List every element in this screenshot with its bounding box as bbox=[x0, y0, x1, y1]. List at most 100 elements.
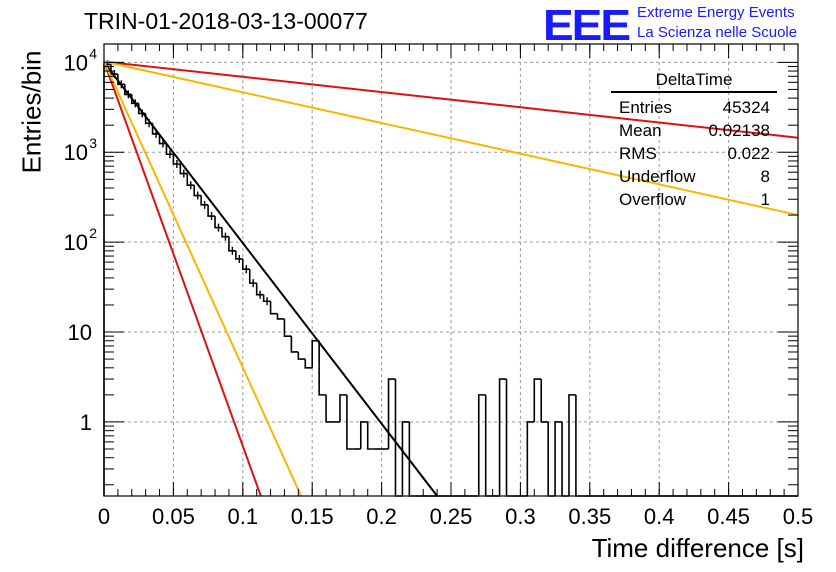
stats-value: 0.022 bbox=[727, 144, 770, 163]
histogram-bin bbox=[339, 394, 347, 422]
axis-ticks bbox=[103, 44, 799, 496]
histogram-bin bbox=[498, 378, 507, 496]
x-tick-label: 0.15 bbox=[291, 504, 334, 529]
stats-label: RMS bbox=[619, 144, 657, 163]
x-axis-title: Time difference [s] bbox=[591, 533, 804, 563]
tick-labels: 0 0.05 0.1 0.15 0.2 0.25 0.3 0.35 0.4 0.45 0.5 1 10 1… bbox=[64, 45, 814, 529]
histogram-bin bbox=[228, 236, 236, 252]
histogram-bin bbox=[248, 269, 257, 284]
histogram-bin bbox=[255, 283, 264, 296]
stats-value: 45324 bbox=[722, 98, 770, 117]
stats-value: 8 bbox=[760, 167, 770, 186]
stats-label: Mean bbox=[619, 121, 662, 140]
histogram-bin bbox=[311, 339, 320, 368]
stats-row: Mean 0.02138 bbox=[611, 119, 777, 142]
histogram-bin bbox=[561, 421, 569, 497]
x-tick-label: 0.3 bbox=[505, 504, 536, 529]
histogram-bin bbox=[103, 63, 111, 496]
histogram-bin bbox=[575, 394, 583, 497]
x-tick-label: 0.4 bbox=[644, 504, 675, 529]
histogram-bin bbox=[179, 164, 188, 175]
histogram-bin bbox=[533, 378, 542, 422]
y-tick-label: 10 bbox=[64, 50, 88, 75]
histogram-bin bbox=[269, 301, 278, 315]
grid bbox=[104, 44, 798, 496]
x-tick-label: 0 bbox=[98, 504, 110, 529]
stats-label: Underflow bbox=[619, 167, 696, 186]
stats-label: Entries bbox=[619, 98, 672, 117]
y-tick-label: 10 bbox=[64, 230, 88, 255]
stats-title: DeltaTime bbox=[611, 70, 777, 93]
histogram-bin bbox=[276, 313, 285, 320]
histogram-bin bbox=[214, 216, 222, 229]
fit-line bbox=[103, 60, 799, 139]
histogram-bin bbox=[366, 421, 375, 450]
x-tick-label: 0.05 bbox=[152, 504, 195, 529]
histogram-bin bbox=[262, 294, 271, 303]
fit-lines bbox=[103, 60, 799, 497]
histogram-bin bbox=[193, 185, 202, 197]
y-tick-label: 1 bbox=[80, 410, 92, 435]
y-tick-label: 10 bbox=[68, 320, 92, 345]
histogram-bin bbox=[172, 154, 181, 165]
stats-row: Underflow 8 bbox=[611, 165, 777, 188]
histogram-bin bbox=[540, 379, 549, 423]
y-tick-label: 10 bbox=[64, 140, 88, 165]
x-tick-label: 0.5 bbox=[783, 504, 814, 529]
histogram-bin bbox=[554, 421, 563, 496]
y-tick-exponent: 2 bbox=[89, 225, 97, 241]
stats-value: 1 bbox=[760, 190, 770, 209]
stats-row: RMS 0.022 bbox=[611, 142, 777, 165]
histogram-bin bbox=[117, 74, 125, 86]
histogram-bin bbox=[242, 258, 250, 271]
y-tick-exponent: 3 bbox=[89, 135, 97, 151]
stats-value: 0.02138 bbox=[708, 121, 770, 140]
y-tick-exponent: 4 bbox=[89, 45, 97, 61]
histogram-bin bbox=[221, 227, 229, 238]
histogram-bin bbox=[387, 378, 396, 449]
histogram-bin bbox=[200, 195, 209, 206]
fit-line bbox=[103, 60, 799, 217]
histogram-bin bbox=[359, 421, 368, 449]
histogram-bin bbox=[290, 336, 299, 353]
x-tick-label: 0.45 bbox=[707, 504, 750, 529]
histogram-bin bbox=[304, 359, 313, 369]
fit-line bbox=[103, 61, 438, 497]
x-tick-label: 0.2 bbox=[366, 504, 397, 529]
eee-tagline-2: La Scienza nelle Scuole bbox=[637, 24, 798, 41]
stats-label: Overflow bbox=[619, 190, 687, 209]
y-axis-title: Entries/bin bbox=[16, 50, 47, 174]
x-tick-label: 0.25 bbox=[430, 504, 473, 529]
histogram-bin bbox=[526, 421, 535, 496]
histogram-bin bbox=[568, 394, 576, 496]
histogram-bin bbox=[484, 394, 493, 497]
histogram-bin bbox=[110, 64, 118, 75]
x-tick-label: 0.1 bbox=[228, 504, 259, 529]
histogram-bin bbox=[207, 204, 216, 217]
eee-logo: EEE bbox=[543, 0, 631, 50]
histogram-bin bbox=[346, 394, 354, 450]
stats-row: Overflow 1 bbox=[611, 188, 777, 211]
histogram-bin bbox=[394, 379, 403, 497]
stats-box: DeltaTime Entries 45324 Mean 0.02138 RMS… bbox=[611, 70, 777, 211]
histogram-bin bbox=[325, 394, 334, 423]
histogram-bin bbox=[235, 250, 243, 260]
histogram-bin bbox=[408, 421, 417, 497]
histogram-bin bbox=[165, 143, 174, 156]
fit-line bbox=[103, 61, 262, 497]
histogram-bin bbox=[401, 421, 410, 496]
histogram-bin bbox=[547, 421, 556, 497]
histogram-bin bbox=[477, 394, 486, 496]
histogram-bin bbox=[318, 340, 327, 396]
stats-row: Entries 45324 bbox=[611, 96, 777, 119]
eee-tagline-1: Extreme Energy Events bbox=[637, 4, 795, 21]
histogram-bin bbox=[283, 318, 292, 337]
histogram-bin bbox=[158, 133, 167, 145]
histogram-bin bbox=[505, 379, 514, 497]
x-tick-label: 0.35 bbox=[568, 504, 611, 529]
histogram-bin bbox=[297, 351, 306, 360]
chart-title: TRIN-01-2018-03-13-00077 bbox=[84, 8, 368, 34]
fit-line bbox=[103, 61, 303, 497]
histogram-bin bbox=[186, 173, 195, 186]
